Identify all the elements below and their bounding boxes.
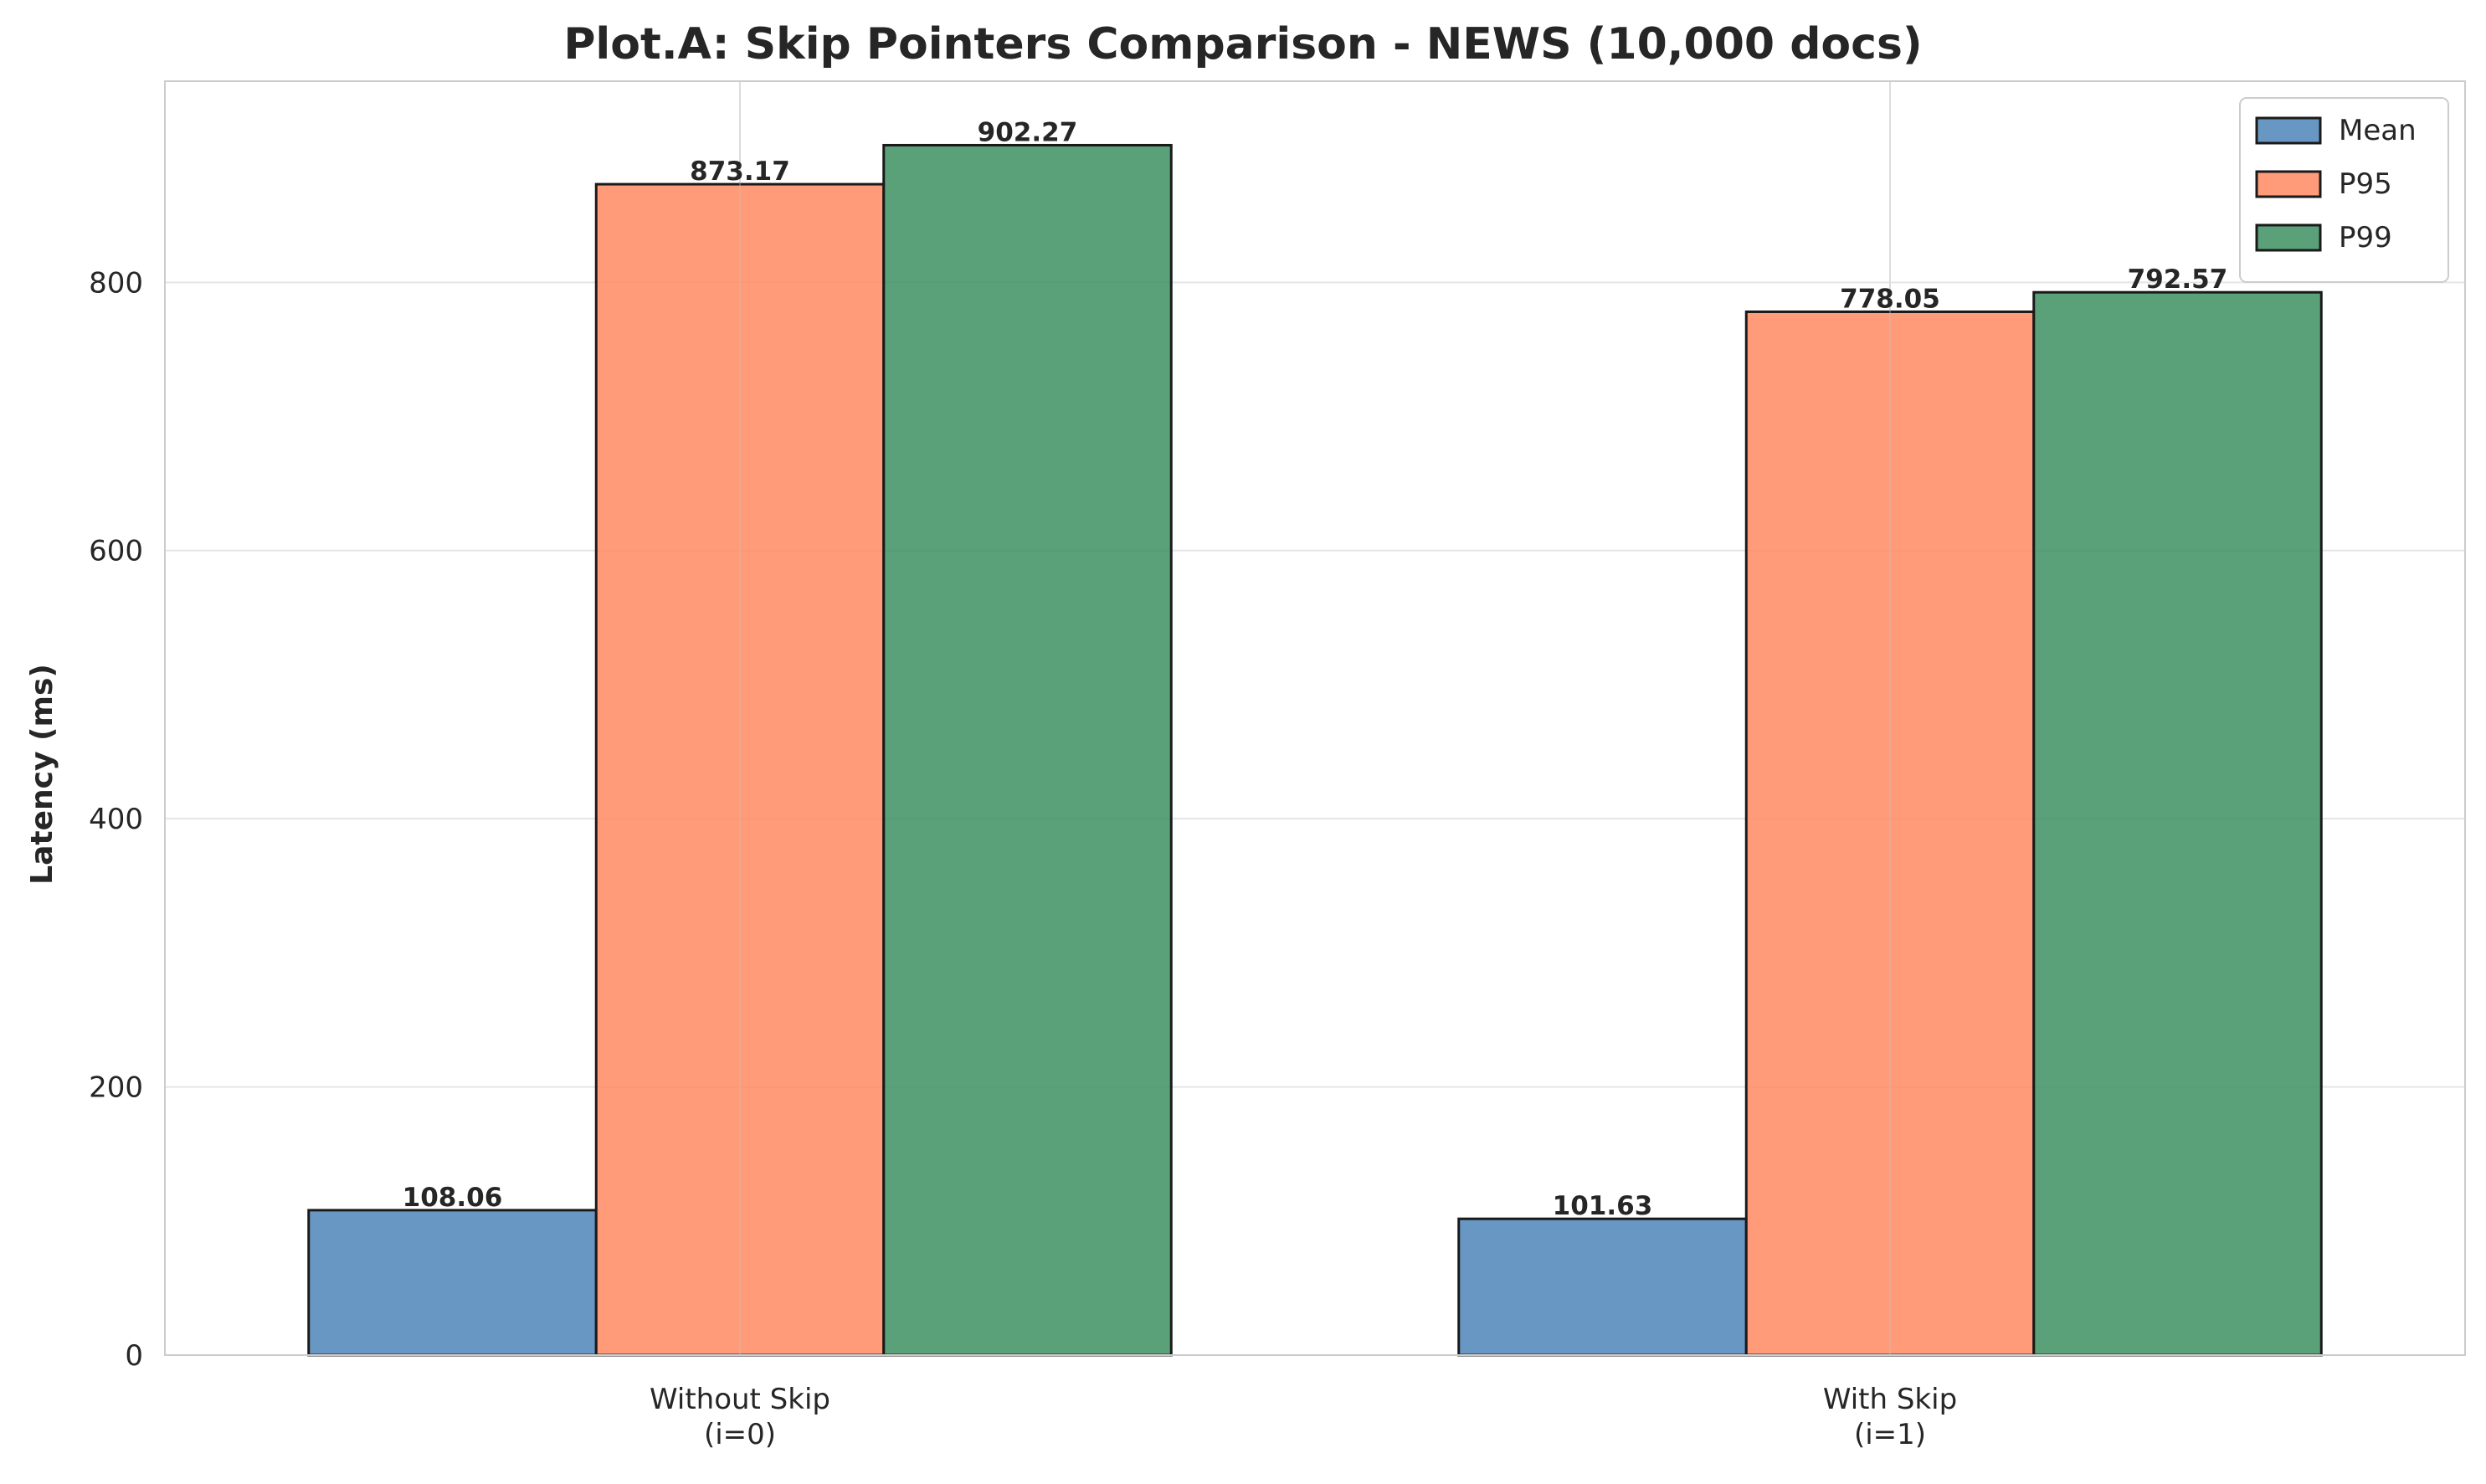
legend: Mean P95 P99 xyxy=(2239,97,2449,283)
y-tick-label: 600 xyxy=(89,535,143,568)
axes-frame xyxy=(164,80,2466,1356)
bar-value-label: 778.05 xyxy=(1840,284,1940,314)
y-tick-label: 800 xyxy=(89,266,143,300)
x-tick-label: (i=0) xyxy=(704,1418,776,1451)
chart-title: Plot.A: Skip Pointers Comparison - NEWS … xyxy=(563,19,1922,69)
bar-mean-0 xyxy=(307,1209,598,1357)
bar-value-label: 792.57 xyxy=(2128,264,2228,295)
y-axis-ticks: 0 200 400 600 800 xyxy=(89,266,143,1373)
y-tick-label: 400 xyxy=(89,803,143,836)
y-axis-label: Latency (ms) xyxy=(25,664,59,885)
bar-p95-1 xyxy=(1744,310,2036,1357)
bar-value-label: 873.17 xyxy=(690,157,790,187)
legend-label: P95 xyxy=(2339,167,2392,201)
x-tick-label: With Skip xyxy=(1823,1383,1957,1416)
legend-swatch-p95 xyxy=(2255,170,2322,198)
legend-swatch-p99 xyxy=(2255,223,2322,252)
legend-swatch-mean xyxy=(2255,116,2322,145)
x-tick-label: (i=1) xyxy=(1854,1418,1926,1451)
y-tick-label: 0 xyxy=(125,1339,143,1373)
bar-mean-1 xyxy=(1457,1217,1748,1357)
overlay-grid-lines xyxy=(739,81,1891,1355)
y-tick-label: 200 xyxy=(89,1071,143,1105)
bar-p99-1 xyxy=(2032,290,2323,1357)
legend-label: P99 xyxy=(2339,221,2392,254)
bar-value-label: 108.06 xyxy=(403,1183,503,1213)
bar-value-label: 101.63 xyxy=(1553,1191,1653,1221)
value-labels: 108.06 101.63 873.17 778.05 902.27 792.57 xyxy=(403,117,2228,1221)
x-axis-ticks: Without Skip(i=0) With Skip(i=1) xyxy=(650,1383,1957,1451)
bar-value-label: 902.27 xyxy=(978,117,1078,147)
bar-p99-0 xyxy=(882,143,1173,1357)
x-tick-label: Without Skip xyxy=(650,1383,830,1416)
legend-label: Mean xyxy=(2339,114,2417,147)
